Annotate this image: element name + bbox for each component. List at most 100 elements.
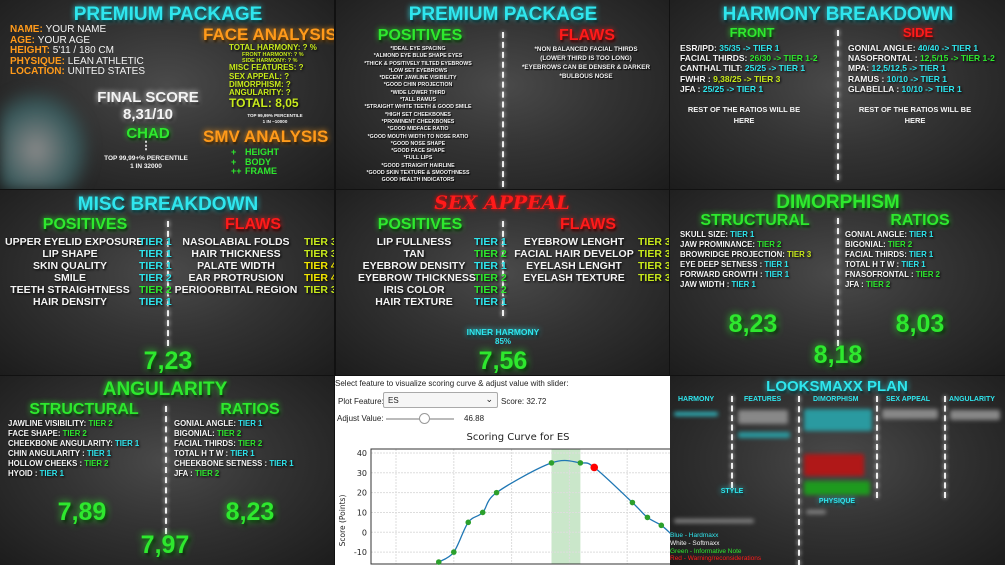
list-text: *GOOD MOUTH WIDTH TO NOSE RATIO: [367, 133, 469, 140]
plot-feature-select[interactable]: ES ⌄: [383, 392, 498, 408]
front-harmony: FRONT HARMONY: ? %: [242, 52, 304, 59]
info-value: YOUR NAME: [45, 24, 107, 35]
tier-value: TIER 1: [230, 449, 255, 458]
list-item: GLABELLA : 10/10 -> TIER 1: [848, 84, 995, 94]
adjust-value-label: Adjust Value:: [337, 414, 384, 423]
list-item: FORWARD GROWTH : TIER 1: [680, 270, 811, 280]
item-label: HAIR THICKNESS: [191, 248, 281, 260]
tier-value: TIER 1: [901, 260, 926, 269]
score-readout: Score: 32.72: [501, 397, 547, 406]
sex-appeal-panel: SEX APPEAL POSITIVES FLAWS LIP FULLNESS T…: [336, 190, 669, 375]
scoring-curve-widget: Select feature to visualize scoring curv…: [335, 376, 670, 565]
list-item: + BODY: [231, 156, 279, 168]
list-item: ++ FRAME: [231, 166, 279, 177]
item-label: EYEBROW THICKNESS: [358, 272, 476, 284]
list-item: HOLLOW CHEEKS : TIER 2: [8, 459, 139, 469]
structural-title: STRUCTURAL: [700, 212, 810, 229]
list-item: HAIR DENSITY TIER 1: [5, 296, 172, 308]
list-item: HYOID : TIER 1: [8, 469, 139, 479]
list-item: FNASOFRONTAL : TIER 2: [845, 270, 940, 280]
list-item: *EYEBROWS CAN BE DENSER & DARKER: [522, 63, 650, 72]
list-item: *GOOD NOSE SHAPE: [364, 141, 472, 148]
positives-title: POSITIVES: [377, 216, 463, 233]
item-label: BROWRIDGE PROJECTION:: [680, 250, 785, 259]
list-text: *IDEAL EYE SPACING: [390, 46, 446, 52]
misc-flaws: NASOLABIAL FOLDS TIER 3 HAIR THICKNESS TIER…: [172, 236, 334, 296]
angularity-structural: JAWLINE VISIBILITY: TIER 2 FACE SHAPE: TI…: [8, 419, 139, 479]
tier-value: TIER 3: [638, 260, 669, 272]
plus-icon: +: [231, 147, 237, 157]
tier-value: TIER 1: [86, 449, 112, 458]
list-item: GONIAL ANGLE: TIER 1: [845, 230, 940, 240]
column-divider: [165, 406, 167, 534]
list-item: JFA : TIER 2: [845, 280, 940, 290]
side-title: SIDE: [902, 25, 934, 40]
y-tick-label: 20: [357, 489, 367, 498]
blurred-note: [804, 481, 870, 495]
sex-appeal: SEX APPEAL: ?: [229, 71, 290, 81]
tier-value: 9,38/25 -> TIER 3: [713, 73, 781, 84]
info-key: AGE:: [10, 34, 35, 46]
tier-value: TIER 2: [216, 429, 242, 438]
list-item: SKIN QUALITY TIER 1: [5, 260, 172, 272]
list-item: Green - Informative Note: [670, 548, 761, 556]
list-item: BIGONIAL: TIER 2: [174, 429, 294, 439]
legend-item: Blue - Hardmaxx: [670, 532, 719, 539]
list-item: EYEBROW LENGHT TIER 3: [514, 236, 669, 248]
list-item: LIP FULLNESS TIER 1: [358, 236, 507, 248]
list-item: FACE SHAPE: TIER 2: [8, 429, 139, 439]
list-item: *GOOD STRAIGHT HAIRLINE: [364, 163, 472, 170]
item-label: LIP FULLNESS: [376, 236, 452, 248]
list-text: *TALL RAMUS: [400, 97, 436, 104]
item-label: PALATE WIDTH: [197, 260, 275, 272]
data-point: [577, 460, 584, 466]
list-item: SKULL SIZE: TIER 1: [680, 230, 811, 240]
plus-icon: ++: [231, 166, 242, 177]
adjust-value-slider[interactable]: [386, 413, 454, 424]
y-tick-label: -10: [354, 548, 367, 557]
item-label: SKIN QUALITY: [32, 260, 108, 272]
list-item: CHIN ANGULARITY : TIER 1: [8, 449, 139, 459]
dimorphism-ratios: GONIAL ANGLE: TIER 1 BIGONIAL: TIER 2 FACI…: [845, 230, 940, 290]
face-percentile: TOP 99,99% PERCENTILE: [247, 113, 303, 118]
sex-appeal-positives: LIP FULLNESS TIER 1 TAN TIER 2 EYEBROW DENSI…: [358, 236, 507, 308]
scoring-curve-chart: Scoring Curve for ES 40 30 20 10 0 -10 Score (P…: [338, 432, 670, 565]
column-divider: [502, 32, 504, 187]
list-text: *EYEBROWS CAN BE DENSER & DARKER: [521, 64, 651, 71]
dots: ⋮: [140, 140, 152, 152]
angularity-ratios: GONIAL ANGLE: TIER 1 BIGONIAL: TIER 2 FACI…: [174, 419, 294, 479]
tier-value: TIER 1: [764, 260, 789, 269]
smv-item: BODY: [245, 156, 272, 167]
list-item: *WIDE LOWER THIRD: [364, 90, 472, 97]
item-label: EAR PROTRUSION: [188, 272, 284, 284]
angularity-panel: ANGULARITY STRUCTURAL RATIOS JAWLINE VIS…: [0, 376, 334, 565]
tier-value: TIER 1: [139, 260, 172, 272]
rank-label: CHAD: [126, 125, 170, 142]
tier-value: TIER 1: [139, 296, 172, 308]
list-text: *GOOD CHIN PROJECTION: [383, 82, 453, 89]
tier-value: TIER 3: [787, 250, 812, 259]
list-item: BIGONIAL: TIER 2: [845, 240, 940, 250]
tier-value: 10/10 -> TIER 1: [886, 73, 947, 84]
tier-value: TIER 3: [638, 272, 669, 284]
column-divider: [798, 396, 800, 565]
misc-score: 7,23: [143, 347, 193, 375]
tier-value: TIER 1: [474, 296, 507, 308]
tier-value: TIER 2: [88, 419, 113, 428]
sex-appeal-score: 7,56: [478, 347, 528, 375]
list-item: EYELASH TEXTURE TIER 3: [514, 272, 669, 284]
angularity-score: 7,97: [140, 531, 190, 559]
list-text: *ALMOND EYE BLUE SHAPE EYES: [373, 53, 463, 60]
list-text: *FULL LIPS: [403, 155, 433, 162]
item-label: SMILE: [53, 272, 87, 284]
list-text: *GOOD MIDFACE RATIO: [387, 126, 449, 133]
list-item: CANTHAL TILT: 25/25 -> TIER 1: [680, 63, 818, 73]
tier-value: 12,5/12,5 -> TIER 1: [871, 63, 946, 74]
column-divider: [167, 221, 169, 346]
info-key: NAME:: [10, 24, 43, 35]
info-key: PHYSIQUE:: [10, 55, 66, 67]
ratios-score: 8,23: [225, 498, 275, 526]
flaws-list: *NON BALANCED FACIAL THIRDS (LOWER THIRD …: [522, 45, 650, 81]
slider-handle[interactable]: [419, 413, 431, 424]
item-label: EYEBROW DENSITY: [362, 260, 466, 272]
